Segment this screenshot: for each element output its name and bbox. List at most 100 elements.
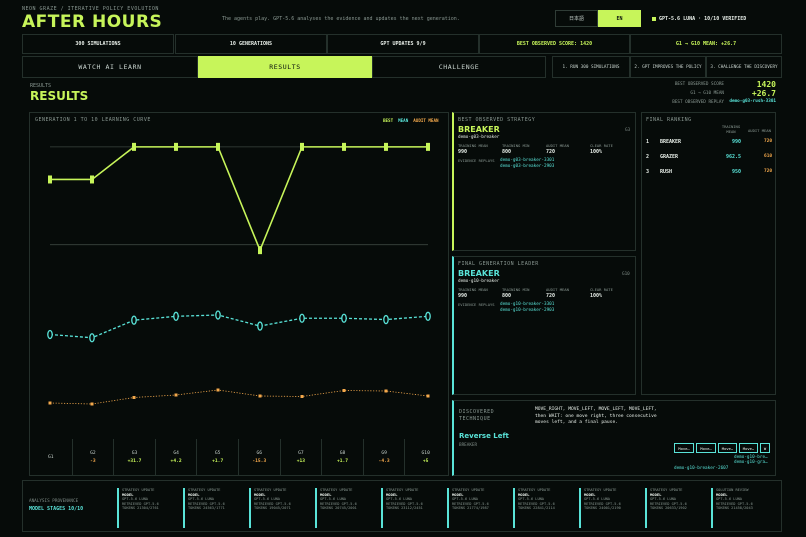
- bs-replay-link[interactable]: demo-g03-breaker-3301: [500, 158, 555, 163]
- stat-updates: GPT UPDATES 9/9: [327, 34, 479, 54]
- best-replay-label: BEST OBSERVED REPLAY: [672, 100, 724, 105]
- tab-challenge[interactable]: CHALLENGE: [372, 56, 546, 78]
- point-audit[interactable]: [48, 401, 52, 405]
- best-strategy-gen: G3: [625, 128, 631, 133]
- point-mean[interactable]: [383, 314, 389, 325]
- provenance-card[interactable]: STRATEGY UPDATE MODEL GPT-5.6 LUNA RETRIEVE…: [183, 488, 238, 528]
- technique-replay-link[interactable]: demo-g10-bre…: [734, 455, 768, 460]
- gen-cell-g7: G7 +13: [279, 439, 322, 475]
- technique-description-line: then WAIT: one move right, three consecu…: [535, 413, 657, 419]
- point-best[interactable]: [216, 142, 220, 151]
- point-mean[interactable]: [131, 315, 137, 325]
- provenance-card-l3: TOKENS 20745/2001: [320, 506, 357, 511]
- results-kicker: RESULTS: [30, 83, 52, 89]
- provenance-card[interactable]: STRATEGY UPDATE MODEL GPT-5.6 LUNA RETRIEVE…: [117, 488, 172, 528]
- point-audit[interactable]: [258, 394, 262, 398]
- ranking-audit: 720: [764, 139, 773, 144]
- point-mean[interactable]: [425, 311, 431, 321]
- provenance-card[interactable]: STRATEGY UPDATE MODEL GPT-5.6 LUNA RETRIEVE…: [579, 488, 634, 528]
- point-best[interactable]: [384, 142, 388, 151]
- move-chip[interactable]: Move…: [674, 443, 694, 453]
- bs-replay-link[interactable]: demo-g03-breaker-2903: [500, 164, 555, 169]
- point-mean[interactable]: [299, 313, 305, 323]
- point-mean[interactable]: [89, 333, 95, 343]
- fl-training-min: 800: [502, 293, 512, 299]
- provenance-card-l2: RETRIEVED GPT-5.6: [254, 501, 291, 506]
- point-mean[interactable]: [257, 321, 263, 331]
- fl-replay-link[interactable]: demo-g10-breaker-2903: [500, 308, 555, 313]
- point-audit[interactable]: [342, 389, 346, 392]
- ranking-row[interactable]: 1 BREAKER 990 720: [646, 139, 772, 153]
- point-best[interactable]: [132, 142, 136, 151]
- point-audit[interactable]: [90, 402, 94, 406]
- final-ranking-panel: [641, 112, 776, 395]
- provenance-card-kind: STRATEGY UPDATE: [122, 488, 155, 492]
- provenance-card[interactable]: STRATEGY UPDATE MODEL GPT-5.6 LUNA RETRIEVE…: [315, 488, 370, 528]
- provenance-card-l1: GPT-5.6 LUNA: [650, 497, 676, 502]
- ranking-row[interactable]: 3 RUSH 950 720: [646, 169, 772, 183]
- point-mean[interactable]: [341, 313, 347, 323]
- point-mean[interactable]: [215, 310, 221, 320]
- provenance-card-l3: TOKENS 24563/1771: [188, 506, 225, 511]
- technique-description-line: moves left, and a final pause.: [535, 420, 618, 425]
- point-best[interactable]: [258, 246, 262, 255]
- point-audit[interactable]: [174, 393, 178, 397]
- fl-replay-link[interactable]: demo-g10-breaker-3301: [500, 302, 555, 307]
- point-mean[interactable]: [47, 329, 53, 340]
- language-en-button[interactable]: EN: [598, 10, 641, 27]
- ranking-col-training: TRAINING MEAN: [721, 124, 741, 134]
- provenance-card-kind: STRATEGY UPDATE: [254, 488, 287, 492]
- provenance-card[interactable]: SOLUTION REVIEW MODEL GPT-5.6 LUNA RETRIEVE…: [711, 488, 766, 528]
- gen-label-g2: G2: [90, 450, 96, 456]
- point-best[interactable]: [300, 142, 304, 151]
- gen-delta-g2: -3: [90, 458, 96, 464]
- best-replay-link[interactable]: demo-g03-rush-3301: [729, 99, 776, 104]
- ranking-row[interactable]: 2 GRAZER 962.5 610: [646, 154, 772, 168]
- point-mean[interactable]: [173, 311, 179, 321]
- provenance-card[interactable]: STRATEGY UPDATE MODEL GPT-5.6 LUNA RETRIEVE…: [447, 488, 502, 528]
- move-chip[interactable]: Move…: [718, 443, 737, 453]
- point-audit[interactable]: [300, 395, 304, 398]
- gen-cell-g2: G2 -3: [71, 439, 114, 475]
- provenance-card-l1: GPT-5.6 LUNA: [188, 497, 214, 502]
- move-chip[interactable]: Move…: [696, 443, 716, 453]
- provenance-card[interactable]: STRATEGY UPDATE MODEL GPT-5.6 LUNA RETRIEVE…: [513, 488, 568, 528]
- series-line-best: [50, 146, 428, 253]
- step-challenge[interactable]: 3. CHALLENGE THE DISCOVERY: [706, 56, 782, 78]
- stat-mean-delta: G1 → G10 MEAN: +26.7: [630, 34, 782, 54]
- move-chip[interactable]: W: [760, 443, 770, 453]
- gen-cell-g5: G5 +1.7: [196, 439, 238, 475]
- provenance-card-l2: RETRIEVED GPT-5.6: [518, 501, 555, 506]
- point-audit[interactable]: [384, 389, 388, 393]
- provenance-card-l3: TOKENS 21458/2043: [716, 506, 753, 511]
- technique-replay-link[interactable]: demo-g10-breaker-2607: [674, 466, 729, 471]
- stat-generations-label: 10 GENERATIONS: [229, 41, 273, 47]
- point-audit[interactable]: [132, 396, 136, 399]
- provenance-card[interactable]: STRATEGY UPDATE MODEL GPT-5.6 LUNA RETRIEVE…: [645, 488, 700, 528]
- point-best[interactable]: [48, 175, 52, 184]
- language-ja-button[interactable]: 日本語: [555, 10, 598, 27]
- point-best[interactable]: [426, 142, 430, 151]
- tab-watch-ai-learn[interactable]: WATCH AI LEARN: [22, 56, 198, 78]
- gen-delta-g5: +1.7: [212, 458, 224, 464]
- gen-label-g8: G8: [339, 450, 346, 456]
- bs-training-mean-label: TRAINING MEAN: [458, 143, 488, 148]
- step-gpt-improves[interactable]: 2. GPT IMPROVES THE POLICY: [630, 56, 706, 78]
- provenance-card[interactable]: STRATEGY UPDATE MODEL GPT-5.6 LUNA RETRIEVE…: [381, 488, 436, 528]
- provenance-card[interactable]: STRATEGY UPDATE MODEL GPT-5.6 LUNA RETRIEVE…: [249, 488, 304, 528]
- point-best[interactable]: [90, 175, 94, 184]
- point-best[interactable]: [174, 142, 178, 151]
- point-best[interactable]: [342, 142, 346, 151]
- page-title: AFTER HOURS: [22, 12, 163, 32]
- technique-replay-link[interactable]: demo-g10-gra…: [734, 460, 768, 465]
- step-run-simulations[interactable]: 1. RUN 300 SIMULATIONS: [552, 56, 630, 78]
- point-audit[interactable]: [426, 394, 430, 398]
- provenance-card-kind: SOLUTION REVIEW: [716, 488, 749, 492]
- gen-delta-g7: +13: [296, 458, 306, 464]
- move-chip[interactable]: Move…: [739, 443, 758, 453]
- tab-results[interactable]: RESULTS: [198, 56, 372, 78]
- point-audit[interactable]: [216, 388, 220, 392]
- provenance-card-l2: RETRIEVED GPT-5.6: [320, 501, 357, 506]
- provenance-card-model: MODEL: [518, 491, 530, 497]
- best-score-value: 1420: [756, 80, 776, 89]
